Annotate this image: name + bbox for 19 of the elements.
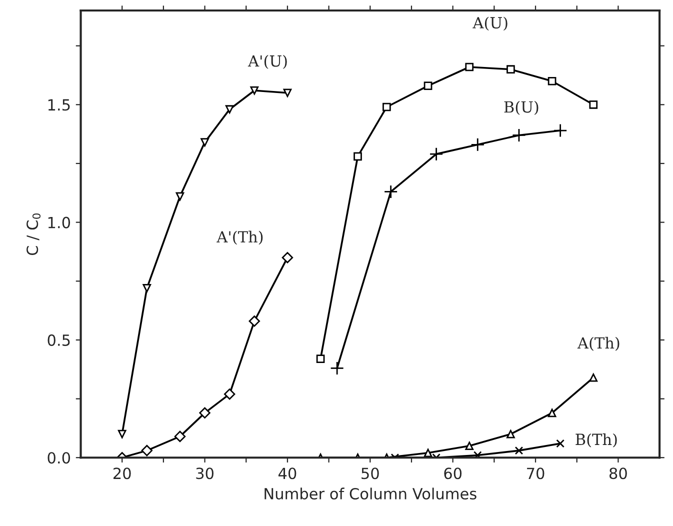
- y-tick-label: 0.0: [48, 452, 70, 464]
- y-tick-label: 1.5: [48, 99, 70, 111]
- text: A(U): [472, 16, 508, 31]
- x-tick-label: 70: [527, 468, 544, 480]
- series-label: B(Th): [576, 433, 617, 448]
- y-tick-label: 0.5: [48, 334, 70, 346]
- series-label: A'(U): [248, 54, 287, 69]
- series-label: A(Th): [577, 336, 620, 351]
- x-tick-label: 50: [362, 468, 379, 480]
- series-label: B(U): [504, 100, 538, 115]
- y-tick-label: 1.0: [48, 216, 70, 228]
- x-tick-label: 20: [114, 468, 131, 480]
- y-axis-title: C / C$_{0}$: [26, 213, 41, 256]
- x-axis-title: Number of Column Volumes: [264, 488, 476, 500]
- series-label: A'(Th): [216, 230, 263, 245]
- x-tick-label: 80: [610, 468, 627, 480]
- x-tick-label: 40: [278, 468, 296, 480]
- x-tick-label: 60: [444, 468, 462, 480]
- x-tick-label: 30: [196, 468, 214, 480]
